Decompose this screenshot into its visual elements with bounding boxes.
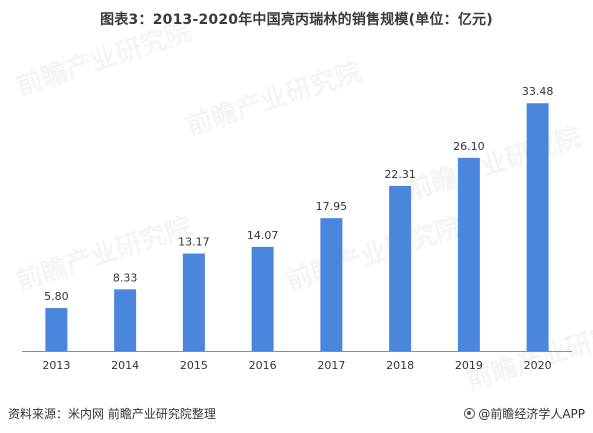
bar-2013 bbox=[45, 308, 68, 351]
watermark-text: 前瞻产业研究院 bbox=[403, 121, 586, 207]
x-tick-label-2016: 2016 bbox=[249, 359, 277, 372]
x-tick-label-2014: 2014 bbox=[111, 359, 139, 372]
value-label-2017: 17.95 bbox=[316, 200, 348, 213]
value-label-2018: 22.31 bbox=[384, 168, 416, 181]
bar-2020 bbox=[526, 103, 549, 351]
watermark-group: 前瞻产业研究院前瞻产业研究院前瞻产业研究院前瞻产业研究院前瞻产业研究院前瞻产业研… bbox=[13, 16, 593, 397]
brand-logo-icon bbox=[464, 408, 476, 419]
watermark-text: 前瞻产业研究院 bbox=[13, 211, 196, 297]
value-label-2019: 26.10 bbox=[453, 140, 485, 153]
x-tick-label-2015: 2015 bbox=[180, 359, 208, 372]
x-tick-label-2017: 2017 bbox=[317, 359, 345, 372]
watermark-text: 前瞻产业研究院 bbox=[283, 211, 466, 297]
bar-2016 bbox=[251, 246, 274, 351]
watermark-text: 前瞻产业研究院 bbox=[183, 56, 366, 142]
x-tick-label-2018: 2018 bbox=[386, 359, 414, 372]
value-labels-group: 5.80 8.33 13.17 14.07 17.95 22.31 26.10 33.48 bbox=[44, 85, 553, 303]
value-label-2016: 14.07 bbox=[247, 229, 279, 242]
bar-2019 bbox=[457, 157, 480, 351]
source-note: 资料来源：米内网 前瞻产业研究院整理 bbox=[8, 407, 216, 421]
bar-2015 bbox=[182, 253, 205, 351]
x-tick-labels-group: 2013 2014 2015 2016 2017 2018 2019 2020 bbox=[42, 359, 551, 372]
value-label-2013: 5.80 bbox=[44, 290, 69, 303]
bars-group bbox=[45, 103, 549, 351]
chart-title: 图表3：2013-2020年中国亮丙瑞林的销售规模(单位：亿元) bbox=[100, 12, 493, 28]
brand-footer: @前瞻经济学人APP bbox=[464, 405, 585, 422]
x-tick-label-2019: 2019 bbox=[455, 359, 483, 372]
x-tick-label-2013: 2013 bbox=[42, 359, 70, 372]
bar-2017 bbox=[320, 218, 343, 351]
watermark-text: 前瞻产业研究院 bbox=[13, 16, 196, 102]
value-label-2014: 8.33 bbox=[113, 271, 138, 284]
value-label-2015: 13.17 bbox=[178, 236, 210, 249]
bar-2018 bbox=[389, 185, 412, 351]
value-label-2020: 33.48 bbox=[522, 85, 554, 98]
brand-text: @前瞻经济学人APP bbox=[478, 407, 585, 421]
bar-2014 bbox=[114, 289, 137, 351]
x-tick-label-2020: 2020 bbox=[524, 359, 552, 372]
